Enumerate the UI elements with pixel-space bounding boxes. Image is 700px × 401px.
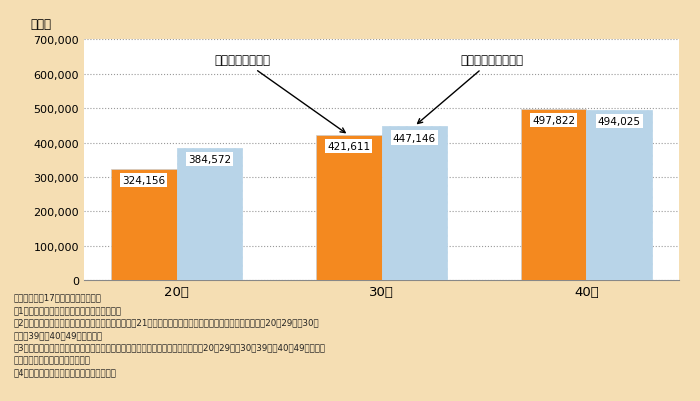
Bar (176, 148, 242, 281)
Text: 447,146: 447,146 (393, 133, 436, 143)
Text: 421,611: 421,611 (327, 142, 370, 152)
Text: 384,572: 384,572 (188, 155, 231, 165)
Bar (316, 136, 382, 281)
Text: 子どものいる世帯: 子どものいる世帯 (214, 54, 345, 133)
Text: （円）: （円） (31, 18, 52, 30)
Bar (382, 127, 447, 281)
Bar (521, 109, 587, 281)
Text: 子どものいない世帯: 子どものいない世帯 (418, 54, 524, 124)
Text: 資料：「平成17年版国民生活白書」
注1：　総務省「家計調査」により特別集計。
　2：「子どものいる世帯」は、勤労者世帯の夫婦と21歳以下の未婚の子どもがおり、: 資料：「平成17年版国民生活白書」 注1： 総務省「家計調査」により特別集計。 … (14, 293, 326, 377)
Text: 497,822: 497,822 (532, 116, 575, 126)
Text: 324,156: 324,156 (122, 176, 165, 185)
Bar (587, 111, 652, 281)
Bar (111, 169, 176, 281)
Text: 494,025: 494,025 (598, 117, 640, 127)
